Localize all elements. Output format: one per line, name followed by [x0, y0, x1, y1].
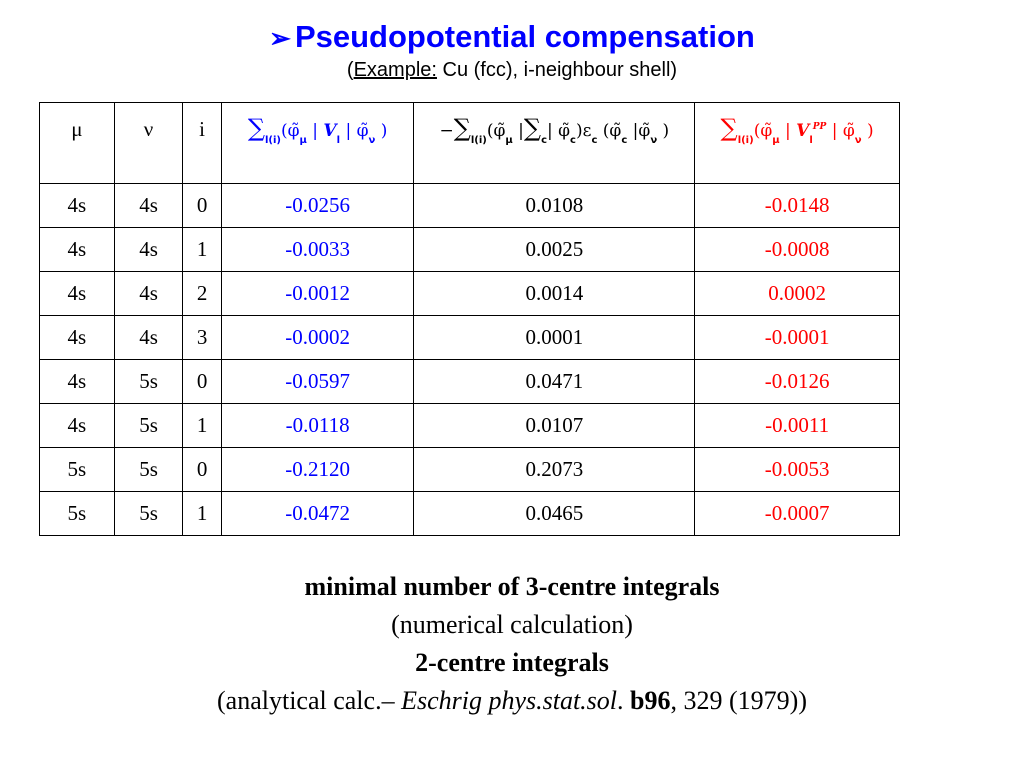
cell-pseudopotential: -0.0007 — [694, 491, 900, 536]
slide-title-text: Pseudopotential compensation — [294, 19, 755, 54]
cell-nu: 4s — [113, 183, 184, 228]
header-pseudopotential-sum: ∑l(i)(φ̃μ | VlPP | φ̃ν ) — [694, 102, 900, 184]
title-block: ➢ Pseudopotential compensation (Example: … — [0, 18, 1024, 83]
cell-nu: 4s — [113, 315, 184, 360]
cell-core: 0.2073 — [413, 447, 696, 492]
note-numerical: (numerical calculation) — [391, 610, 633, 639]
table-row: 4s 5s 0 -0.0597 0.0471 -0.0126 — [39, 359, 900, 404]
citation-post: , 329 (1979)) — [670, 686, 807, 715]
cell-pseudopotential: -0.0148 — [694, 183, 900, 228]
slide-subtitle: (Example: Cu (fcc), i-neighbour shell) — [0, 57, 1024, 83]
cell-potential: -0.0472 — [220, 491, 415, 536]
cell-i: 1 — [182, 403, 222, 448]
cell-mu: 4s — [39, 359, 115, 404]
slide-title: ➢ Pseudopotential compensation — [0, 18, 1024, 57]
cell-pseudopotential: -0.0011 — [694, 403, 900, 448]
note-citation: (analytical calc.– Eschrig phys.stat.sol… — [0, 682, 1024, 720]
cell-pseudopotential: -0.0126 — [694, 359, 900, 404]
table-header-row: μ ν i ∑l(i)(φ̃μ | Vl | φ̃ν ) −∑l(i)(φ̃μ … — [39, 102, 900, 184]
cell-core: 0.0471 — [413, 359, 696, 404]
note-two-centre: 2-centre integrals — [415, 648, 609, 677]
cell-potential: -0.0012 — [220, 271, 415, 316]
results-table: μ ν i ∑l(i)(φ̃μ | Vl | φ̃ν ) −∑l(i)(φ̃μ … — [39, 102, 900, 536]
cell-potential: -0.0597 — [220, 359, 415, 404]
header-nu: ν — [113, 102, 184, 184]
header-potential-sum: ∑l(i)(φ̃μ | Vl | φ̃ν ) — [220, 102, 415, 184]
subtitle-example: Example: — [353, 59, 437, 81]
cell-core: 0.0025 — [413, 227, 696, 272]
cell-i: 0 — [182, 447, 222, 492]
cell-potential: -0.0002 — [220, 315, 415, 360]
citation-volume: b96 — [630, 686, 671, 715]
cell-mu: 4s — [39, 403, 115, 448]
cell-nu: 5s — [113, 403, 184, 448]
cell-core: 0.0014 — [413, 271, 696, 316]
table-row: 4s 4s 3 -0.0002 0.0001 -0.0001 — [39, 315, 900, 360]
cell-mu: 4s — [39, 183, 115, 228]
cell-potential: -0.0033 — [220, 227, 415, 272]
cell-potential: -0.0256 — [220, 183, 415, 228]
cell-i: 0 — [182, 359, 222, 404]
table-row: 4s 4s 2 -0.0012 0.0014 0.0002 — [39, 271, 900, 316]
cell-pseudopotential: -0.0001 — [694, 315, 900, 360]
table-row: 4s 5s 1 -0.0118 0.0107 -0.0011 — [39, 403, 900, 448]
cell-core: 0.0465 — [413, 491, 696, 536]
arrow-bullet-icon: ➢ — [269, 23, 291, 53]
cell-nu: 5s — [113, 447, 184, 492]
cell-i: 1 — [182, 491, 222, 536]
cell-core: 0.0107 — [413, 403, 696, 448]
cell-pseudopotential: -0.0053 — [694, 447, 900, 492]
cell-mu: 4s — [39, 271, 115, 316]
table-row: 4s 4s 0 -0.0256 0.0108 -0.0148 — [39, 183, 900, 228]
header-mu: μ — [39, 102, 115, 184]
formula-potential-sum: ∑l(i)(φ̃μ | Vl | φ̃ν ) — [247, 114, 388, 146]
cell-mu: 4s — [39, 315, 115, 360]
cell-nu: 4s — [113, 271, 184, 316]
cell-i: 2 — [182, 271, 222, 316]
cell-mu: 4s — [39, 227, 115, 272]
note-three-centre: minimal number of 3-centre integrals — [304, 572, 720, 601]
cell-nu: 4s — [113, 227, 184, 272]
subtitle-rest: Cu (fcc), i-neighbour shell) — [436, 59, 678, 81]
notes-block: minimal number of 3-centre integrals (nu… — [0, 568, 1024, 720]
cell-nu: 5s — [113, 491, 184, 536]
cell-i: 0 — [182, 183, 222, 228]
subtitle-open: ( — [346, 59, 354, 81]
cell-potential: -0.0118 — [220, 403, 415, 448]
header-i: i — [182, 102, 222, 184]
cell-mu: 5s — [39, 491, 115, 536]
cell-i: 3 — [182, 315, 222, 360]
citation-journal: Eschrig phys.stat.sol — [401, 686, 618, 715]
cell-pseudopotential: 0.0002 — [694, 271, 900, 316]
header-core-term: −∑l(i)(φ̃μ |∑c| φ̃c)εc (φ̃c |φ̃ν ) — [413, 102, 696, 184]
cell-mu: 5s — [39, 447, 115, 492]
formula-core-term: −∑l(i)(φ̃μ |∑c| φ̃c)εc (φ̃c |φ̃ν ) — [439, 114, 670, 146]
formula-pseudopotential-sum: ∑l(i)(φ̃μ | VlPP | φ̃ν ) — [720, 114, 874, 146]
cell-pseudopotential: -0.0008 — [694, 227, 900, 272]
table-row: 5s 5s 1 -0.0472 0.0465 -0.0007 — [39, 491, 900, 536]
table-row: 4s 4s 1 -0.0033 0.0025 -0.0008 — [39, 227, 900, 272]
citation-dot: . — [617, 686, 631, 715]
cell-i: 1 — [182, 227, 222, 272]
cell-core: 0.0001 — [413, 315, 696, 360]
table-row: 5s 5s 0 -0.2120 0.2073 -0.0053 — [39, 447, 900, 492]
citation-pre: (analytical calc.– — [217, 686, 402, 715]
cell-nu: 5s — [113, 359, 184, 404]
cell-potential: -0.2120 — [220, 447, 415, 492]
cell-core: 0.0108 — [413, 183, 696, 228]
